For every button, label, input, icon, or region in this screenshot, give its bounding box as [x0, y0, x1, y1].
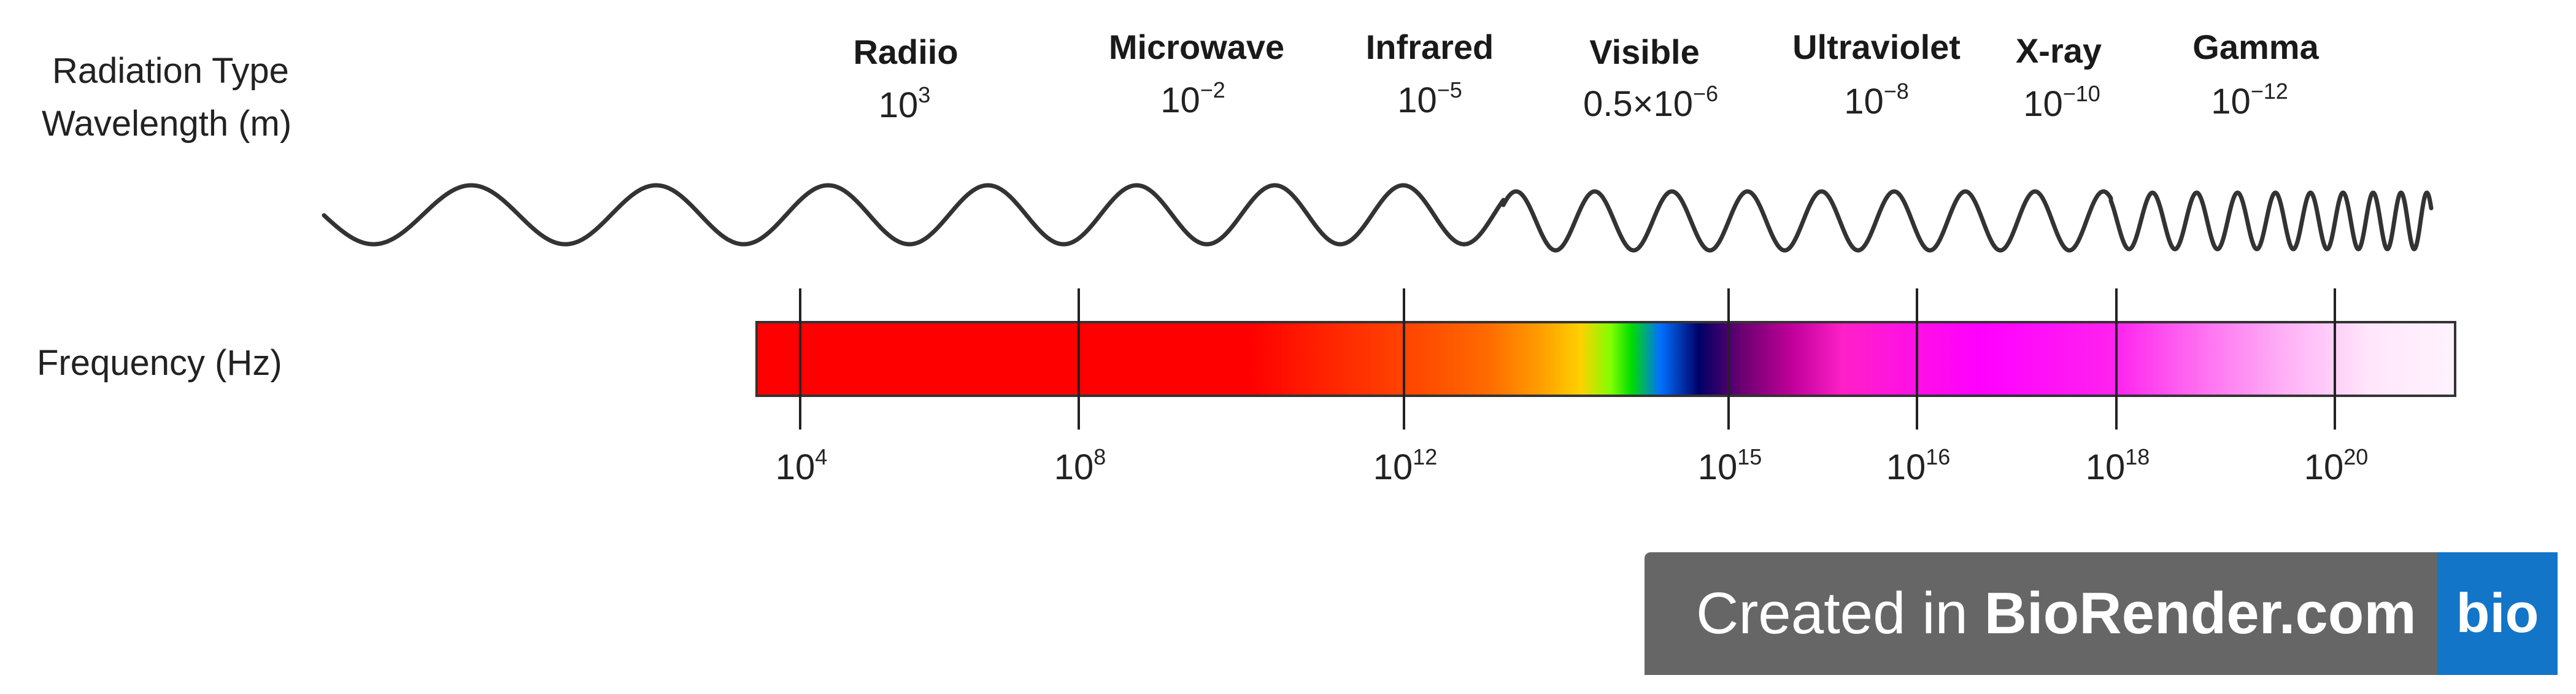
wavelength-microwave: 10−2 [1160, 77, 1225, 121]
radiation-name-gamma: Gamma [2192, 28, 2319, 66]
tick-line-1e4 [799, 288, 801, 430]
radiation-name-ultraviolet: Ultraviolet [1792, 28, 1961, 66]
frequency-label: Frequency (Hz) [37, 343, 282, 383]
frequency-tick-label: 1018 [2085, 444, 2150, 488]
radiation-type-label: Radiation Type [52, 51, 289, 91]
biorender-badge-text: Created in BioRender.com [1696, 580, 2416, 646]
radiation-name-microwave: Microwave [1108, 28, 1285, 66]
spectrum-bar [755, 321, 2456, 397]
wavelength-label: Wavelength (m) [42, 104, 292, 144]
frequency-tick-label: 1012 [1373, 444, 1438, 488]
frequency-tick-label: 1020 [2304, 444, 2369, 488]
frequency-tick-label: 108 [1054, 444, 1106, 488]
wavelength-infrared: 10−5 [1397, 77, 1462, 121]
biorender-badge[interactable]: Created in BioRender.com bio [1645, 552, 2558, 675]
frequency-tick-label: 1016 [1886, 444, 1951, 488]
tick-line-1e12 [1403, 288, 1405, 430]
tick-line-1e20 [2334, 288, 2336, 430]
wavelength-radio: 103 [878, 82, 931, 126]
wavelength-gamma: 10−12 [2211, 79, 2288, 122]
wavelength-ultraviolet: 10−8 [1844, 79, 1909, 122]
biorender-logo-icon: bio [2437, 552, 2558, 675]
tick-line-1e18 [2115, 288, 2118, 430]
wavelength-visible: 0.5×10−6 [1583, 81, 1719, 125]
wavelength-xray: 10−10 [2023, 81, 2100, 125]
radiation-name-radio: Radiio [853, 33, 958, 71]
radiation-name-infrared: Infrared [1365, 28, 1494, 66]
tick-line-1e8 [1078, 288, 1080, 430]
radiation-name-visible: Visible [1589, 33, 1700, 71]
em-wave [322, 183, 2434, 253]
tick-line-1e15 [1727, 288, 1730, 430]
radiation-name-xray: X-ray [2015, 31, 2102, 70]
frequency-tick-label: 104 [775, 444, 828, 488]
tick-line-1e16 [1916, 288, 1918, 430]
em-wave-path [322, 183, 2434, 253]
frequency-tick-label: 1015 [1697, 444, 1762, 488]
